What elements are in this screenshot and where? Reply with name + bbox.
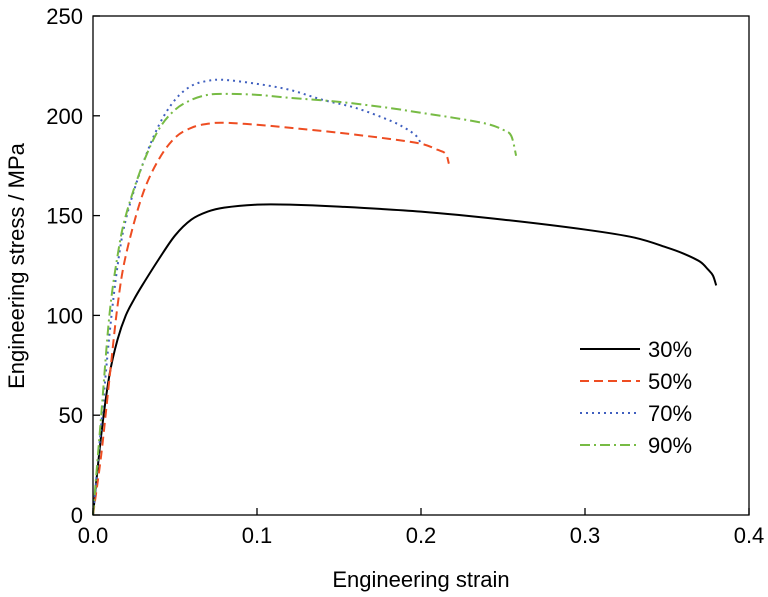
x-tick-label: 0.0 <box>78 523 109 548</box>
legend: 30% 50% 70% 90% <box>580 337 692 458</box>
series-line-1 <box>92 203 718 516</box>
series-line-3 <box>92 78 422 516</box>
x-tick-label: 0.1 <box>242 523 273 548</box>
x-axis-ticks: 0.0 0.1 0.2 0.3 0.4 <box>78 508 765 548</box>
y-tick-label: 0 <box>71 503 83 528</box>
y-axis-title: Engineering stress / MPa <box>4 142 29 389</box>
legend-label: 90% <box>648 433 692 458</box>
y-tick-label: 250 <box>46 4 83 29</box>
y-tick-label: 100 <box>46 303 83 328</box>
x-tick-label: 0.2 <box>406 523 437 548</box>
legend-label: 50% <box>648 369 692 394</box>
y-tick-label: 200 <box>46 104 83 129</box>
y-tick-label: 150 <box>46 204 83 229</box>
legend-label: 70% <box>648 401 692 426</box>
legend-label: 30% <box>648 337 692 362</box>
y-tick-label: 50 <box>59 403 83 428</box>
series-line-4 <box>92 92 518 516</box>
x-tick-label: 0.4 <box>734 523 765 548</box>
x-tick-label: 0.3 <box>570 523 601 548</box>
series-layer <box>92 78 718 516</box>
x-axis-title: Engineering strain <box>332 567 509 592</box>
y-axis-ticks: 0 50 100 150 200 250 <box>46 4 100 528</box>
series-line-2 <box>92 121 450 516</box>
